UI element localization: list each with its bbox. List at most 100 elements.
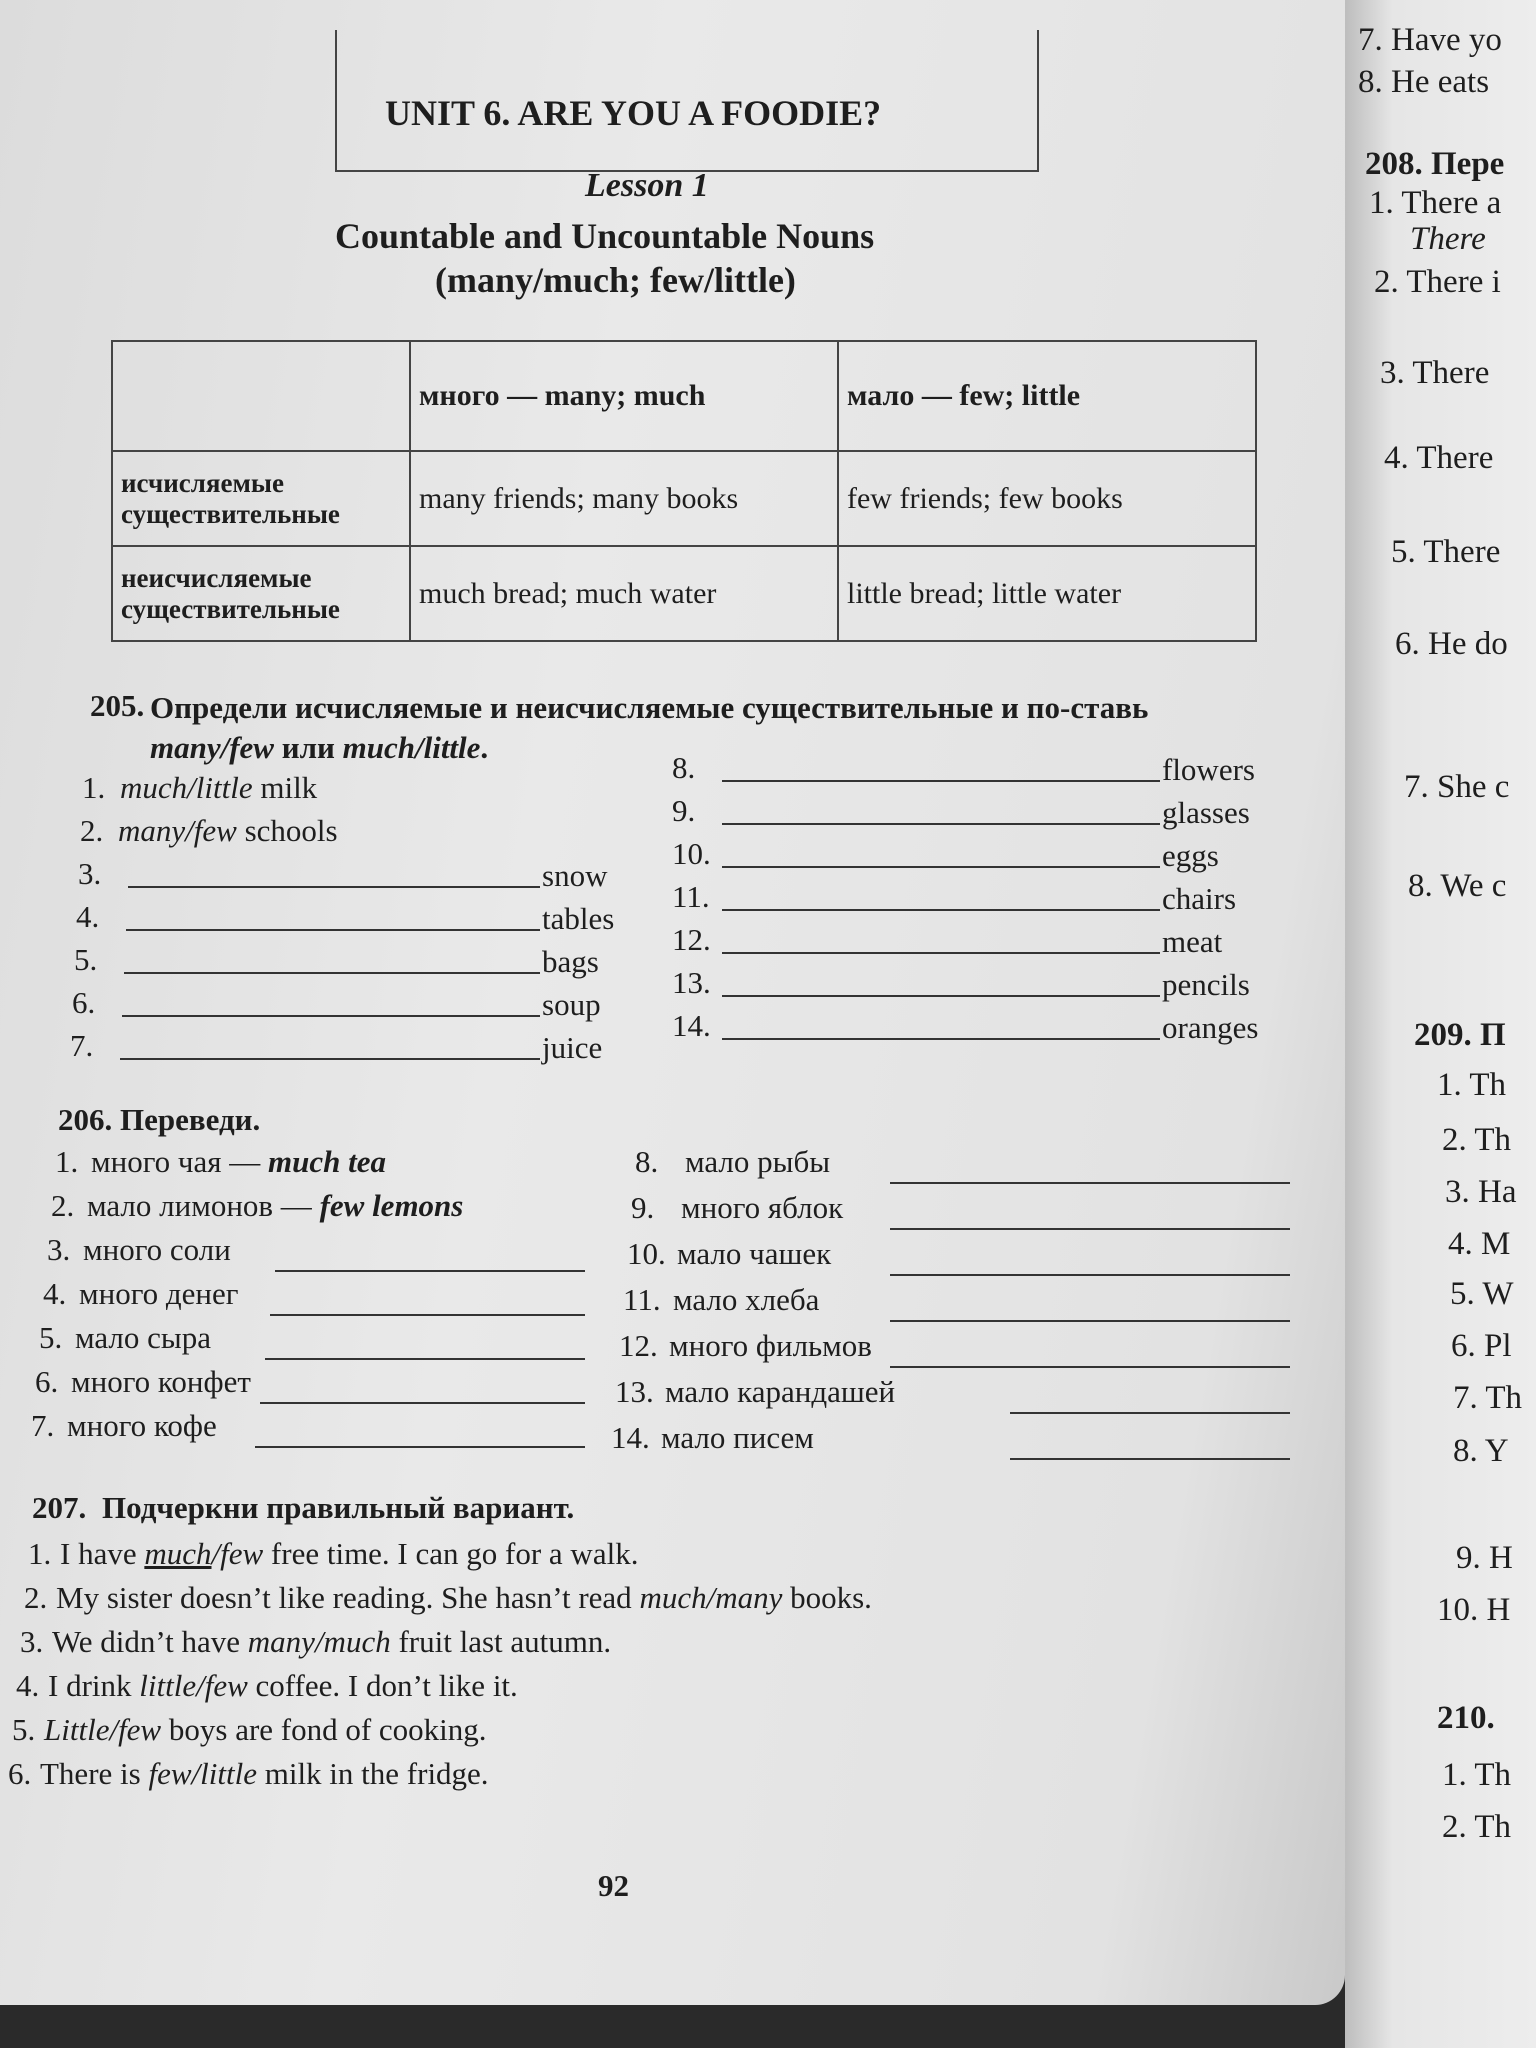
item-noun: meat (1162, 924, 1223, 959)
answer-blank (722, 823, 1160, 825)
answer-blank (275, 1270, 585, 1272)
page-fragment: 208. Пере (1365, 146, 1505, 182)
item-russian: мало карандашей (665, 1374, 896, 1409)
page-fragment: 5. There (1391, 534, 1501, 570)
item-line: много денег (79, 1276, 239, 1312)
item-number: 10. (627, 1236, 666, 1271)
item-number: 4. (43, 1276, 67, 1311)
text-run: many/few (150, 730, 274, 765)
item-russian: много кофе (67, 1408, 217, 1443)
text-run: free time. I can go for a walk. (263, 1536, 639, 1571)
item-russian: много соли (83, 1232, 231, 1267)
item-number: 10. (672, 836, 711, 871)
answer-blank (890, 1320, 1290, 1322)
item-line: мало лимонов — few lemons (87, 1188, 463, 1224)
row-label: исчисляемые существительные (111, 450, 411, 547)
text-run: much/many (639, 1580, 783, 1615)
text-run: Определи исчисляемые и неисчисляемые сущ… (150, 690, 1149, 725)
page-fragment: 7. She c (1404, 769, 1510, 805)
item-number: 4. (76, 899, 100, 934)
item-noun: schools (244, 813, 338, 848)
item-noun: chairs (1162, 881, 1237, 916)
answer-blank (722, 780, 1160, 782)
sentence: My sister doesn’t like reading. She hasn… (56, 1580, 872, 1616)
item-number: 5. (39, 1320, 63, 1355)
item-number: 6. (35, 1364, 59, 1399)
text-run: fruit last autumn. (390, 1624, 612, 1659)
answer-blank (722, 909, 1160, 911)
item-number: 3. (20, 1624, 44, 1659)
item-number: 12. (619, 1328, 658, 1363)
item-russian: много денег (79, 1276, 239, 1311)
answer-blank (722, 952, 1160, 954)
item-number: 4. (16, 1668, 40, 1703)
text-run: There is (40, 1756, 149, 1791)
item-number: 11. (623, 1282, 661, 1317)
lesson-subtitle: (many/much; few/little) (435, 260, 796, 300)
item-number: 9. (672, 793, 696, 828)
item-number: 11. (672, 879, 710, 914)
page-fragment: 2. Th (1442, 1122, 1512, 1158)
page-fragment: 4. M (1448, 1226, 1511, 1262)
table-header: мало — few; little (837, 340, 1257, 452)
table-cell: much bread; much water (409, 545, 839, 642)
text-run: или (274, 730, 343, 765)
row-label: неисчисляемые существительные (111, 545, 411, 642)
page-fragment: 9. H (1456, 1540, 1513, 1576)
lesson-title: Countable and Uncountable Nouns (335, 216, 875, 256)
answer-blank (122, 1015, 540, 1017)
item-line: мало карандашей (665, 1374, 895, 1410)
sentence: We didn’t have many/much fruit last autu… (52, 1624, 611, 1660)
page-fragment: 209. П (1414, 1017, 1506, 1053)
item-line: мало чашек (677, 1236, 831, 1272)
item-noun: eggs (1162, 838, 1219, 873)
item-number: 7. (31, 1408, 55, 1443)
unit-title: UNIT 6. ARE YOU A FOODIE? (385, 93, 882, 133)
sentence: I drink little/few coffee. I don’t like … (48, 1668, 518, 1704)
item-noun: oranges (1162, 1010, 1259, 1045)
exercise-number: 206. (58, 1102, 113, 1137)
item-russian: много конфет (71, 1364, 251, 1399)
item-line: мало рыбы (685, 1144, 830, 1180)
item-russian: мало хлеба (673, 1282, 820, 1317)
text-run: We didn’t have (52, 1624, 248, 1659)
text-run: I drink (48, 1668, 140, 1703)
page-fragment: 8. He eats (1358, 64, 1490, 100)
answer-blank (722, 995, 1160, 997)
page-fragment: 6. Pl (1451, 1328, 1512, 1364)
item-number: 2. (24, 1580, 48, 1615)
answer-blank (722, 1038, 1160, 1040)
page-fragment: 1. Th (1437, 1067, 1507, 1103)
item-line: много чая — much tea (91, 1144, 386, 1180)
item-number: 5. (74, 942, 98, 977)
item-line: много яблок (681, 1190, 843, 1226)
text-run: coffee. I don’t like it. (247, 1668, 518, 1703)
item-russian: мало сыра (75, 1320, 212, 1355)
item-number: 5. (12, 1712, 36, 1747)
text-run: books. (782, 1580, 872, 1615)
answer-blank (890, 1274, 1290, 1276)
item-line: мало писем (661, 1420, 814, 1456)
item-noun: bags (542, 944, 599, 979)
page-fragment: 1. Th (1442, 1757, 1512, 1793)
item-line: много соли (83, 1232, 231, 1268)
sentence: I have much/few free time. I can go for … (60, 1536, 638, 1572)
item-number: 14. (672, 1008, 711, 1043)
page-fragment: 8. Y (1453, 1433, 1509, 1469)
item-russian: много яблок (681, 1190, 844, 1225)
text-run: /few (211, 1536, 264, 1571)
page-fragment: 2. There i (1374, 264, 1501, 300)
item-number: 1. (28, 1536, 52, 1571)
exercise-instruction: Определи исчисляемые и неисчисляемые сущ… (150, 688, 1280, 768)
text-run: I have (60, 1536, 145, 1571)
item-number: 8. (635, 1144, 659, 1179)
answer-blank (126, 929, 540, 931)
sentence: There is few/little milk in the fridge. (40, 1756, 489, 1792)
page-fragment: 6. He do (1395, 626, 1508, 662)
answer-blank (270, 1314, 585, 1316)
page-fragment: 10. H (1437, 1592, 1511, 1628)
item-number: 3. (78, 856, 102, 891)
text-run: few/little (148, 1756, 257, 1791)
sentence: Little/few boys are fond of cooking. (44, 1712, 487, 1748)
